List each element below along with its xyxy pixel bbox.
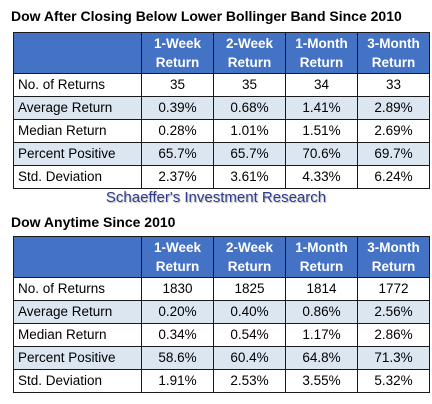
table-row: Average Return 0.20% 0.40% 0.86% 2.56% xyxy=(13,300,430,324)
table-cell: 65.7% xyxy=(141,142,214,166)
table-cell: 35 xyxy=(141,73,214,97)
table-cell: 2.69% xyxy=(357,119,430,143)
table-cell: 2.56% xyxy=(357,300,430,324)
header-blank-cell xyxy=(13,32,142,74)
header-2-week: 2-Week Return xyxy=(213,236,286,278)
table-cell: 1.51% xyxy=(285,119,358,143)
row-label: Percent Positive xyxy=(13,346,142,370)
table-cell: 5.32% xyxy=(357,369,430,393)
table-cell: 6.24% xyxy=(357,165,430,189)
row-label: Average Return xyxy=(13,96,142,120)
table-row: Std. Deviation 2.37% 3.61% 4.33% 6.24% xyxy=(13,165,430,189)
table-cell: 3.61% xyxy=(213,165,286,189)
table-cell: 2.89% xyxy=(357,96,430,120)
row-label: Percent Positive xyxy=(13,142,142,166)
table-row: Average Return 0.39% 0.68% 1.41% 2.89% xyxy=(13,96,430,120)
table-cell: 60.4% xyxy=(213,346,286,370)
table-cell: 71.3% xyxy=(357,346,430,370)
table-cell: 0.68% xyxy=(213,96,286,120)
table-row: Median Return 0.28% 1.01% 1.51% 2.69% xyxy=(13,119,430,143)
table-cell: 2.53% xyxy=(213,369,286,393)
row-label: Std. Deviation xyxy=(13,369,142,393)
anytime-returns-table: 1-Week Return 2-Week Return 1-Month Return … xyxy=(13,236,430,393)
row-label: Average Return xyxy=(13,300,142,324)
table-cell: 1825 xyxy=(213,277,286,301)
table-cell: 35 xyxy=(213,73,286,97)
table-cell: 1.17% xyxy=(285,323,358,347)
table-row: No. of Returns 1830 1825 1814 1772 xyxy=(13,277,430,301)
table-cell: 34 xyxy=(285,73,358,97)
header-1-week: 1-Week Return xyxy=(141,236,214,278)
table-cell: 2.86% xyxy=(357,323,430,347)
table-cell: 0.39% xyxy=(141,96,214,120)
table-cell: 1.91% xyxy=(141,369,214,393)
table-cell: 0.86% xyxy=(285,300,358,324)
table-row: Percent Positive 65.7% 65.7% 70.6% 69.7% xyxy=(13,142,430,166)
table-cell: 70.6% xyxy=(285,142,358,166)
table-cell: 0.40% xyxy=(213,300,286,324)
table-cell: 58.6% xyxy=(141,346,214,370)
table-cell: 0.28% xyxy=(141,119,214,143)
table-cell: 33 xyxy=(357,73,430,97)
table-cell: 2.37% xyxy=(141,165,214,189)
watermark-text: Schaeffer's Investment Research xyxy=(105,189,327,206)
table-cell: 65.7% xyxy=(213,142,286,166)
table-cell: 1.41% xyxy=(285,96,358,120)
row-label: Std. Deviation xyxy=(13,165,142,189)
table-row: Percent Positive 58.6% 60.4% 64.8% 71.3% xyxy=(13,346,430,370)
table-cell: 1830 xyxy=(141,277,214,301)
header-row: 1-Week Return 2-Week Return 1-Month Return … xyxy=(13,32,430,74)
row-label: No. of Returns xyxy=(13,73,142,97)
table-cell: 1.01% xyxy=(213,119,286,143)
table-cell: 1772 xyxy=(357,277,430,301)
header-1-month: 1-Month Return xyxy=(285,236,358,278)
table-cell: 0.20% xyxy=(141,300,214,324)
bollinger-returns-table: 1-Week Return 2-Week Return 1-Month Return … xyxy=(13,32,430,189)
header-3-month: 3-Month Return xyxy=(357,236,430,278)
header-1-week: 1-Week Return xyxy=(141,32,214,74)
row-label: Median Return xyxy=(13,323,142,347)
table-row: Median Return 0.34% 0.54% 1.17% 2.86% xyxy=(13,323,430,347)
table-cell: 0.54% xyxy=(213,323,286,347)
table-2-title: Dow Anytime Since 2010 xyxy=(11,214,176,230)
header-3-month: 3-Month Return xyxy=(357,32,430,74)
table-1-title: Dow After Closing Below Lower Bollinger … xyxy=(11,8,402,24)
table-row: No. of Returns 35 35 34 33 xyxy=(13,73,430,97)
row-label: No. of Returns xyxy=(13,277,142,301)
table-cell: 4.33% xyxy=(285,165,358,189)
table-cell: 3.55% xyxy=(285,369,358,393)
row-label: Median Return xyxy=(13,119,142,143)
header-1-month: 1-Month Return xyxy=(285,32,358,74)
table-row: Std. Deviation 1.91% 2.53% 3.55% 5.32% xyxy=(13,369,430,393)
header-row: 1-Week Return 2-Week Return 1-Month Return … xyxy=(13,236,430,278)
header-2-week: 2-Week Return xyxy=(213,32,286,74)
table-cell: 0.34% xyxy=(141,323,214,347)
table-cell: 64.8% xyxy=(285,346,358,370)
header-blank-cell xyxy=(13,236,142,278)
table-cell: 1814 xyxy=(285,277,358,301)
table-cell: 69.7% xyxy=(357,142,430,166)
